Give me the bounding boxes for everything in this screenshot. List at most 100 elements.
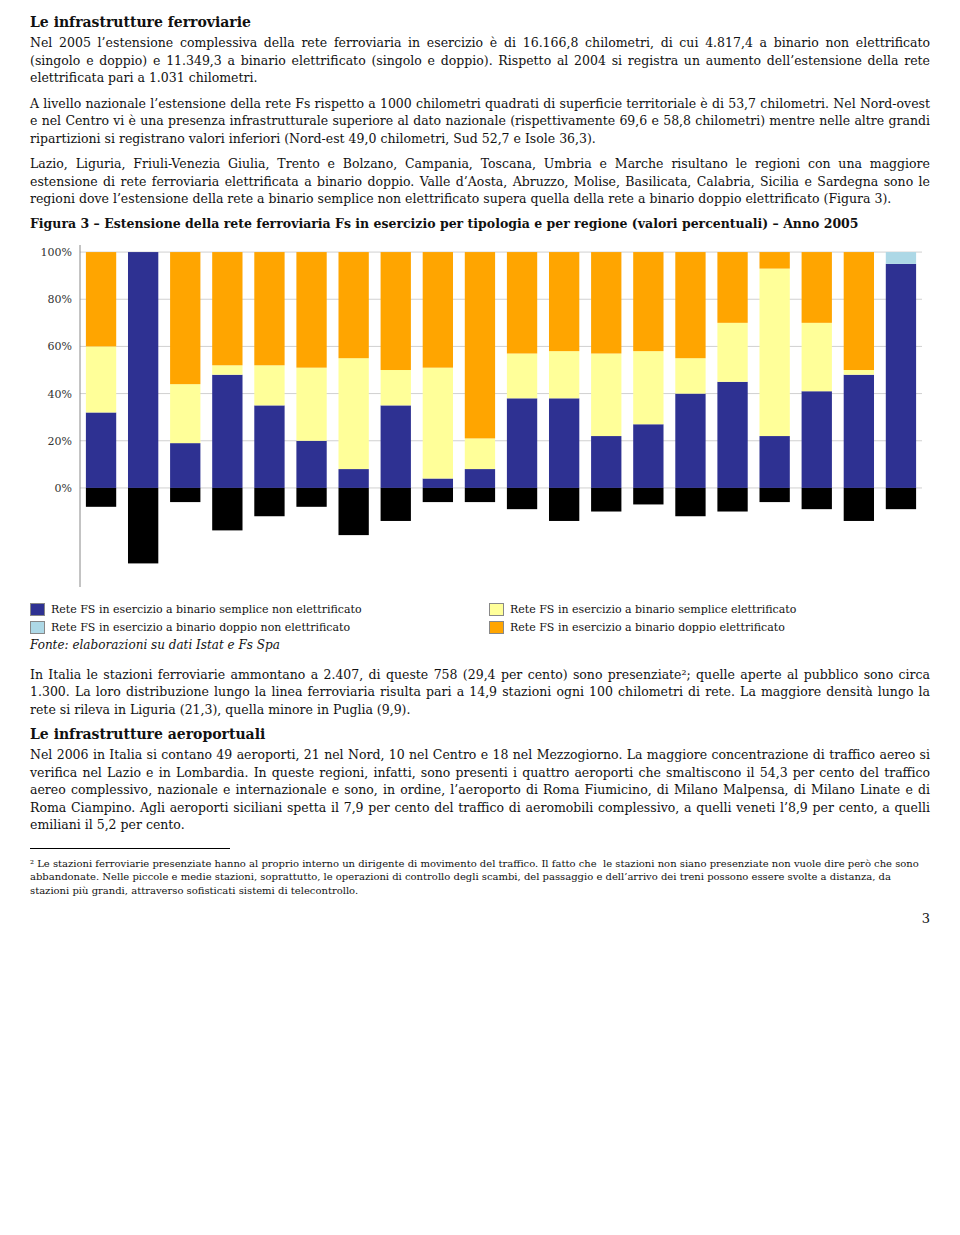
- bar: [886, 251, 916, 252]
- y-tick-label: 20%: [48, 434, 72, 447]
- bar: [633, 252, 663, 351]
- bar: [254, 405, 284, 488]
- bar: [759, 436, 789, 488]
- bar: [591, 487, 621, 511]
- bar: [423, 367, 453, 478]
- bar: [381, 370, 411, 405]
- bar: [254, 252, 284, 365]
- bar: [296, 252, 326, 368]
- bar: [381, 405, 411, 488]
- source: Fonte: elaborazioni su dati Istat e Fs S…: [30, 638, 930, 652]
- bar: [759, 487, 789, 501]
- bar: [170, 252, 200, 384]
- bar: [507, 353, 537, 398]
- bar: [633, 351, 663, 424]
- bar: [128, 487, 158, 562]
- bar: [591, 353, 621, 436]
- heading: Le infrastrutture aeroportuali: [30, 726, 930, 742]
- legend-item: Rete FS in esercizio a binario semplice …: [489, 603, 930, 616]
- bar: [338, 487, 368, 534]
- bar: [844, 487, 874, 520]
- legend-item: Rete FS in esercizio a binario doppio no…: [30, 621, 471, 634]
- grid: [80, 252, 922, 488]
- legend-label: Rete FS in esercizio a binario semplice …: [510, 603, 796, 616]
- legend-swatch: [489, 621, 504, 634]
- bar: [886, 263, 916, 487]
- paragraph: In Italia le stazioni ferroviarie ammont…: [30, 666, 930, 719]
- bar: [717, 381, 747, 487]
- bar: [886, 252, 916, 264]
- bar: [170, 443, 200, 488]
- paragraph: Nel 2006 in Italia si contano 49 aeropor…: [30, 746, 930, 834]
- grid-line: [80, 251, 922, 252]
- bar: [338, 252, 368, 358]
- page: Le infrastrutture ferroviarie Nel 2005 l’…: [30, 14, 930, 926]
- page-number: 3: [30, 911, 930, 926]
- bar: [507, 398, 537, 488]
- y-tick-label: 40%: [48, 387, 72, 400]
- bars: [86, 252, 916, 563]
- bar: [254, 487, 284, 515]
- paragraph: Nel 2005 l’estensione complessiva della …: [30, 34, 930, 87]
- bar: [802, 487, 832, 508]
- grid-line: [80, 440, 922, 441]
- bar: [296, 487, 326, 506]
- page-body: {"chart_data": { "type": "bar", "title":…: [0, 0, 960, 1235]
- bar: [844, 252, 874, 370]
- bar: [507, 252, 537, 353]
- bar: [465, 438, 495, 469]
- bar: [212, 252, 242, 365]
- bar: [423, 487, 453, 501]
- paragraph: A livello nazionale l’estensione della r…: [30, 95, 930, 148]
- bar: [128, 251, 158, 252]
- bar: [212, 365, 242, 374]
- legend-swatch: [30, 621, 45, 634]
- bar: [170, 384, 200, 443]
- chart: 0%20%40%60%80%100%: [30, 235, 930, 595]
- bar: [549, 351, 579, 398]
- bar: [759, 268, 789, 435]
- legend-swatch: [30, 603, 45, 616]
- y-axis-line: [80, 245, 81, 587]
- heading: Le infrastrutture ferroviarie: [30, 14, 930, 30]
- legend-label: Rete FS in esercizio a binario semplice …: [51, 603, 362, 616]
- bar: [465, 487, 495, 501]
- bar: [338, 358, 368, 469]
- bar: [465, 252, 495, 438]
- grid-line: [80, 487, 922, 488]
- bar: [507, 487, 537, 508]
- bar: [591, 252, 621, 353]
- bar: [212, 374, 242, 487]
- bar: [86, 346, 116, 412]
- footnote: ² Le stazioni ferroviarie presenziate ha…: [30, 857, 930, 898]
- legend: Rete FS in esercizio a binario semplice …: [30, 603, 930, 634]
- bar: [381, 487, 411, 520]
- bar: [212, 487, 242, 529]
- bar: [802, 391, 832, 488]
- bar: [802, 252, 832, 323]
- bar: [759, 252, 789, 269]
- grid-line: [80, 298, 922, 299]
- y-tick-label: 100%: [41, 246, 72, 259]
- bar: [254, 365, 284, 405]
- footnote-rule: [30, 848, 230, 849]
- grid-line: [80, 393, 922, 394]
- bar: [86, 487, 116, 506]
- legend-swatch: [489, 603, 504, 616]
- bar: [338, 469, 368, 488]
- chart-title: Figura 3 – Estensione della rete ferrovi…: [30, 216, 930, 231]
- y-tick-label: 80%: [48, 293, 72, 306]
- bar: [717, 252, 747, 323]
- bar: [549, 487, 579, 520]
- bar: [886, 487, 916, 508]
- bar: [591, 436, 621, 488]
- legend-item: Rete FS in esercizio a binario semplice …: [30, 603, 471, 616]
- bar: [717, 322, 747, 381]
- bar: [128, 251, 158, 252]
- paragraph: Lazio, Liguria, Friuli-Venezia Giulia, T…: [30, 155, 930, 208]
- legend-item: Rete FS in esercizio a binario doppio el…: [489, 621, 930, 634]
- bar: [675, 358, 705, 393]
- bar: [844, 370, 874, 375]
- bar: [128, 252, 158, 488]
- bar: [633, 487, 663, 504]
